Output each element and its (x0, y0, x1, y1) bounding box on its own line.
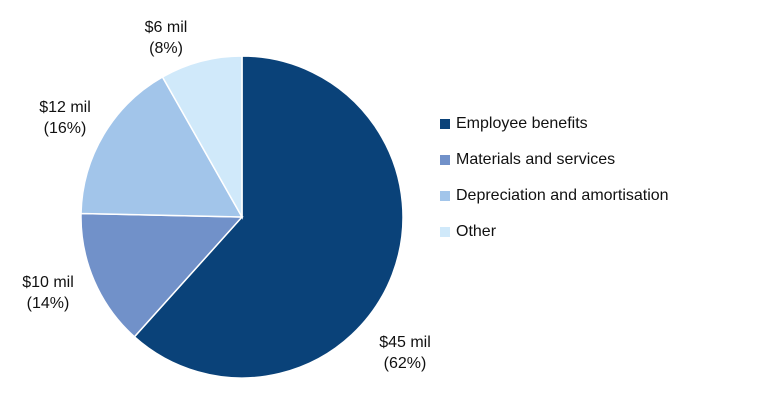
legend-swatch (440, 191, 450, 201)
legend-swatch (440, 119, 450, 129)
value-label: $6 mil (145, 19, 188, 36)
percent-label: (14%) (27, 295, 70, 312)
pie-slice (161, 55, 243, 220)
legend-swatch (440, 227, 450, 237)
pie-slice (80, 212, 244, 338)
value-label: $12 mil (39, 99, 91, 116)
pie-slice (133, 55, 404, 379)
legend-label: Other (456, 223, 497, 240)
legend-label: Employee benefits (456, 115, 588, 132)
pie-slice (80, 75, 244, 218)
percent-label: (62%) (384, 355, 427, 372)
percent-label: (16%) (44, 120, 87, 137)
percent-label: (8%) (149, 40, 183, 57)
value-label: $45 mil (379, 334, 431, 351)
value-label: $10 mil (22, 274, 74, 291)
legend-label: Materials and services (456, 151, 615, 168)
legend-label: Depreciation and amortisation (456, 187, 669, 204)
legend-swatch (440, 155, 450, 165)
